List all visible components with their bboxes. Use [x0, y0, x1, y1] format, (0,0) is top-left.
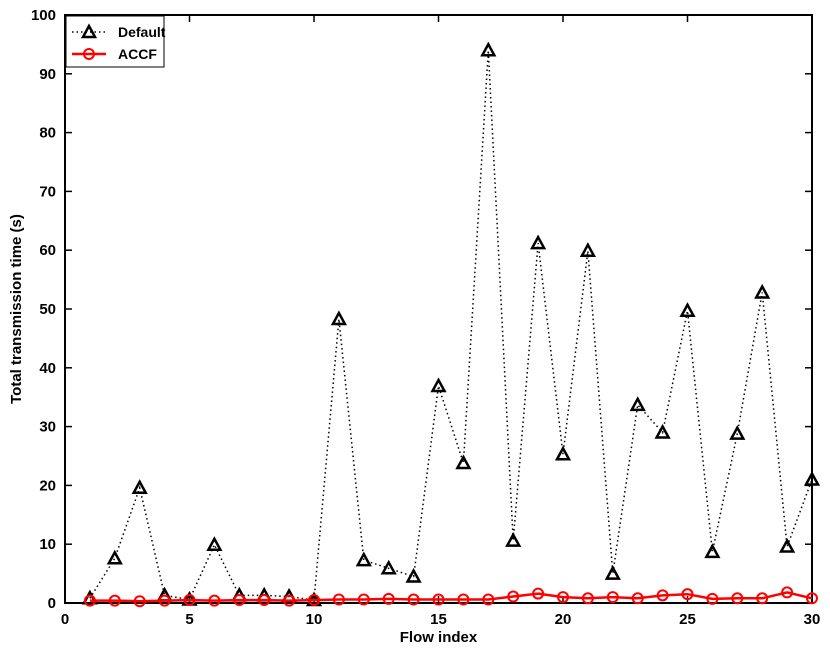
data-point-accf [457, 593, 470, 606]
y-tick-label: 10 [39, 536, 56, 553]
data-point-default [654, 423, 671, 439]
data-point-default [505, 532, 522, 547]
y-tick-label: 20 [39, 477, 56, 494]
y-tick-label: 100 [31, 7, 56, 24]
y-tick-label: 50 [39, 301, 56, 318]
x-tick-label: 25 [679, 611, 696, 628]
data-point-default [679, 302, 696, 318]
data-point-default [455, 454, 472, 470]
data-point-default [629, 396, 646, 412]
data-point-accf [133, 595, 146, 608]
y-tick-label: 90 [39, 66, 56, 83]
data-point-accf [233, 594, 246, 607]
data-point-default [554, 445, 572, 461]
legend-marker-accf [83, 48, 95, 60]
y-tick-label: 70 [39, 183, 56, 200]
series-accf [83, 586, 818, 608]
y-axis-label: Total transmission time (s) [8, 214, 25, 404]
data-point-accf [432, 593, 445, 606]
data-point-default [405, 567, 422, 583]
data-point-default [430, 377, 447, 393]
y-tick-label: 80 [39, 125, 56, 142]
data-point-default [106, 549, 123, 565]
data-point-default [579, 242, 597, 258]
legend-marker-default [80, 23, 98, 39]
data-point-accf [482, 593, 495, 606]
data-point-accf [606, 591, 619, 604]
data-point-accf [382, 592, 395, 605]
data-point-accf [806, 592, 818, 605]
x-tick-label: 20 [555, 611, 572, 628]
x-tick-label: 5 [185, 611, 193, 628]
data-point-accf [656, 589, 669, 602]
series-layer [81, 41, 821, 608]
plot-area [64, 14, 813, 604]
data-point-default [729, 425, 746, 440]
data-point-accf [108, 594, 121, 607]
data-point-accf [332, 593, 345, 606]
y-tick-label: 30 [39, 419, 56, 436]
legend-box [65, 15, 165, 68]
data-point-default [704, 543, 721, 559]
data-point-default [529, 234, 547, 250]
data-point-accf [208, 594, 221, 607]
data-point-accf [507, 590, 520, 603]
data-point-default [604, 564, 621, 580]
y-tick-label: 60 [39, 242, 56, 259]
data-point-default [380, 559, 397, 575]
y-tick-label: 0 [48, 595, 56, 612]
data-point-accf [581, 592, 594, 605]
data-point-default [355, 551, 372, 567]
data-point-accf [158, 594, 171, 607]
axis-ticks: 0 5 10 15 20 25 30 0 10 20 30 40 50 60 70 80 90 100 [31, 7, 820, 628]
data-point-accf [83, 594, 96, 607]
data-point-accf [731, 592, 744, 605]
data-point-accf [357, 593, 370, 606]
data-point-accf [756, 592, 769, 605]
data-point-default [754, 283, 771, 299]
data-point-default [206, 536, 223, 552]
x-tick-label: 15 [430, 611, 447, 628]
data-point-accf [407, 593, 420, 606]
data-point-accf [631, 592, 644, 605]
data-point-default [131, 479, 148, 495]
data-point-default [480, 41, 497, 57]
data-point-accf [781, 586, 794, 599]
data-point-accf [258, 594, 271, 607]
data-point-accf [706, 592, 719, 605]
y-tick-label: 40 [39, 360, 56, 377]
data-point-default [81, 589, 99, 605]
legend: Default ACCF [65, 15, 166, 68]
data-point-accf [183, 594, 196, 607]
data-point-default [803, 470, 821, 486]
legend-label-accf: ACCF [118, 46, 157, 62]
data-point-accf [308, 594, 320, 607]
data-point-default [330, 310, 348, 326]
data-point-accf [532, 587, 545, 600]
x-axis-label: Flow index [400, 629, 478, 646]
data-point-accf [681, 588, 694, 601]
data-point-accf [283, 594, 296, 607]
x-tick-label: 30 [804, 611, 821, 628]
legend-label-default: Default [118, 24, 166, 40]
data-point-default [778, 537, 796, 553]
x-tick-label: 0 [61, 611, 69, 628]
x-tick-label: 10 [306, 611, 323, 628]
data-point-accf [557, 591, 569, 604]
